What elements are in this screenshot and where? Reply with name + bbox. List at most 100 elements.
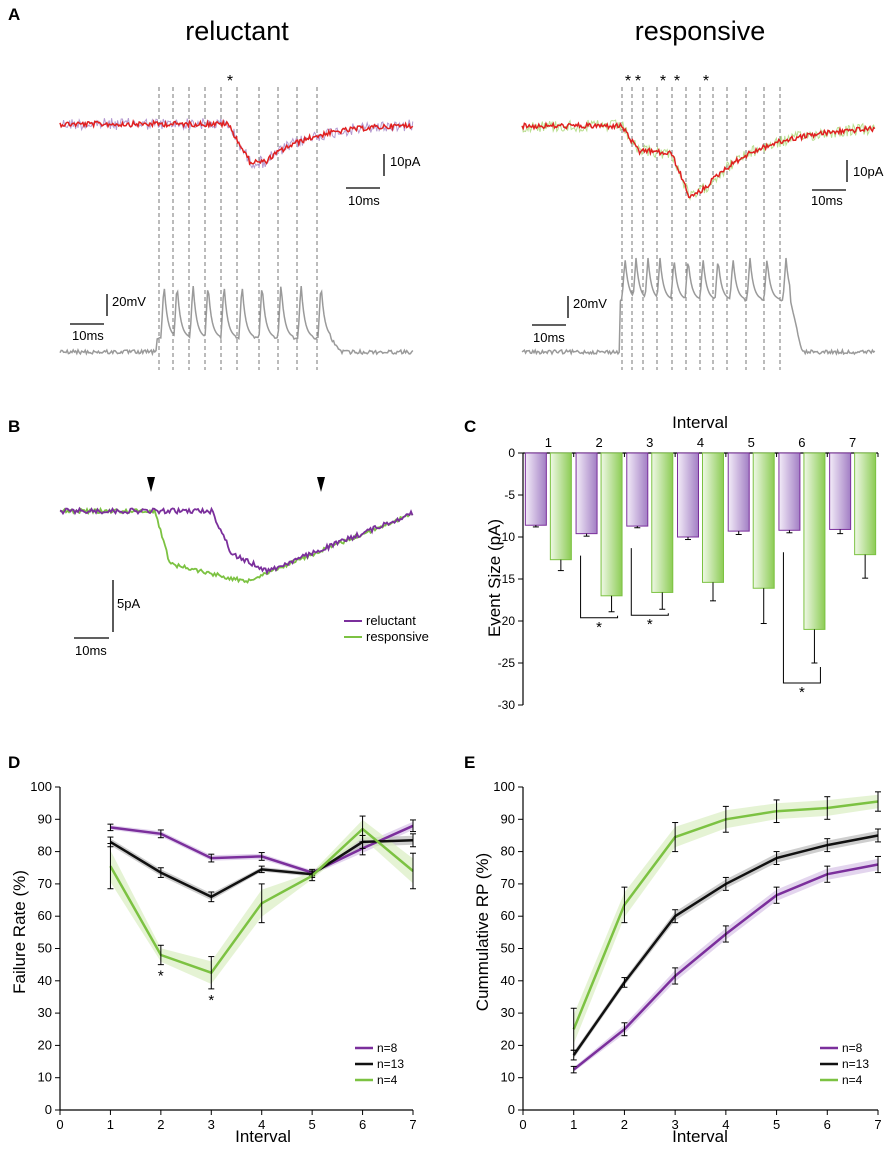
significance-star: * xyxy=(660,73,666,90)
panel-a-reluctant-voltage-trace xyxy=(59,286,414,357)
legend-label: n=4 xyxy=(842,1073,863,1087)
panel-c-bar-reluctant xyxy=(778,452,801,531)
panel-c-x-tick-label: 4 xyxy=(697,435,704,450)
x-tick-label: 0 xyxy=(56,1117,63,1132)
panel-d-line-chart: Interval Failure Rate (%) 01020304050607… xyxy=(10,779,417,1146)
sem-band xyxy=(573,830,878,1059)
panel-a-current-scale-label-right: 10pA xyxy=(853,164,884,179)
panel-b-stimulus-arrow xyxy=(147,477,155,492)
panel-e-line-chart: Interval Cummulative RP (%) 010203040506… xyxy=(473,779,882,1146)
significance-star: * xyxy=(674,73,680,90)
panel-c-bar-responsive xyxy=(752,452,775,589)
panel-letter-e: E xyxy=(464,753,475,772)
y-tick-label: 20 xyxy=(501,1037,515,1052)
panel-c-significance-bracket xyxy=(580,555,619,619)
panel-b-legend-reluctant: reluctant xyxy=(366,613,416,628)
panel-c-y-tick-label: -30 xyxy=(498,698,516,712)
panel-letter-d: D xyxy=(8,753,20,772)
significance-star: * xyxy=(158,968,164,985)
panel-a-responsive-raw-trace xyxy=(521,119,876,201)
panel-a-voltage-scale-label-left: 20mV xyxy=(112,294,146,309)
x-tick-label: 6 xyxy=(824,1117,831,1132)
x-tick-label: 7 xyxy=(874,1117,881,1132)
x-tick-label: 3 xyxy=(672,1117,679,1132)
y-tick-label: 20 xyxy=(38,1037,52,1052)
panel-b-responsive-trace xyxy=(59,506,414,584)
y-tick-label: 90 xyxy=(501,811,515,826)
panel-b-scale-label: 5pA xyxy=(117,596,140,611)
y-tick-label: 10 xyxy=(38,1070,52,1085)
y-tick-label: 10 xyxy=(501,1070,515,1085)
significance-star: * xyxy=(703,73,709,90)
x-tick-label: 1 xyxy=(570,1117,577,1132)
x-tick-label: 6 xyxy=(359,1117,366,1132)
panel-letter-a: A xyxy=(8,5,20,24)
x-tick-label: 4 xyxy=(258,1117,265,1132)
panel-c-y-axis-label: Event Size (pA) xyxy=(485,519,504,637)
x-tick-label: 4 xyxy=(722,1117,729,1132)
panel-a-reluctant-avg-trace xyxy=(59,118,414,166)
panel-c-bar-responsive xyxy=(803,452,826,630)
panel-c-bar-reluctant xyxy=(829,452,852,530)
y-tick-label: 100 xyxy=(30,779,52,794)
y-tick-label: 0 xyxy=(45,1102,52,1117)
panel-a-voltage-scale-label-right: 20mV xyxy=(573,296,607,311)
x-tick-label: 3 xyxy=(208,1117,215,1132)
y-tick-label: 40 xyxy=(501,973,515,988)
panel-c-y-tick-label: 0 xyxy=(508,446,515,460)
panel-a-responsive-voltage-trace xyxy=(521,257,876,356)
panel-c-y-tick-label: -5 xyxy=(504,488,515,502)
panel-c-bar-responsive xyxy=(549,452,572,561)
panel-d-x-axis-label: Interval xyxy=(235,1127,291,1146)
panel-c-bar-responsive xyxy=(651,452,674,593)
panel-e-y-axis-label: Cummulative RP (%) xyxy=(473,853,492,1011)
y-tick-label: 60 xyxy=(38,908,52,923)
significance-star: * xyxy=(625,73,631,90)
panel-a-current-time-label-right: 10ms xyxy=(811,193,843,208)
panel-c-y-tick-label: -10 xyxy=(498,530,516,544)
panel-letter-b: B xyxy=(8,417,20,436)
y-tick-label: 40 xyxy=(38,973,52,988)
significance-star: * xyxy=(799,684,805,701)
panel-c-bar-chart: Interval Event Size (pA) 0 -5 -10 -15 -20 -25… xyxy=(485,413,879,712)
legend-label: n=13 xyxy=(842,1057,869,1071)
significance-star: * xyxy=(227,73,233,90)
panel-a-current-time-label-left: 10ms xyxy=(348,193,380,208)
panel-c-bar-responsive xyxy=(854,452,877,556)
y-tick-label: 70 xyxy=(38,876,52,891)
panel-c-y-tick-label: -25 xyxy=(498,656,516,670)
panel-a-reluctant-title: reluctant xyxy=(185,16,289,46)
panel-b-reluctant-trace xyxy=(59,506,414,576)
panel-a-voltage-time-label-right: 10ms xyxy=(533,330,565,345)
panel-letter-c: C xyxy=(464,417,476,436)
panel-c-y-tick-label: -15 xyxy=(498,572,516,586)
panel-a-responsive-title: responsive xyxy=(635,16,766,46)
panel-b-time-label: 10ms xyxy=(75,643,107,658)
panel-b-legend-responsive: responsive xyxy=(366,629,429,644)
x-tick-label: 0 xyxy=(519,1117,526,1132)
y-tick-label: 30 xyxy=(38,1005,52,1020)
y-tick-label: 100 xyxy=(493,779,515,794)
series-line xyxy=(572,863,879,1071)
panel-a-current-scale-label-left: 10pA xyxy=(390,154,421,169)
significance-star: * xyxy=(208,992,214,1009)
x-tick-label: 7 xyxy=(409,1117,416,1132)
y-tick-label: 80 xyxy=(501,844,515,859)
panel-c-x-tick-label: 3 xyxy=(646,435,653,450)
series-line xyxy=(572,800,879,1030)
significance-star: * xyxy=(635,73,641,90)
y-tick-label: 50 xyxy=(38,941,52,956)
panel-c-bar-reluctant xyxy=(677,452,699,538)
panel-c-bar-reluctant xyxy=(626,452,649,527)
panel-c-x-axis-label: Interval xyxy=(672,413,728,432)
panel-c-significance-bracket xyxy=(630,548,669,616)
panel-c-bar-reluctant xyxy=(727,452,750,532)
panel-b-traces: 5pA 10ms reluctant responsive xyxy=(59,477,429,658)
panel-c-bar-reluctant xyxy=(575,452,598,535)
y-tick-label: 70 xyxy=(501,876,515,891)
panel-c-x-tick-label: 1 xyxy=(545,435,552,450)
legend-label: n=8 xyxy=(842,1041,863,1055)
y-tick-label: 30 xyxy=(501,1005,515,1020)
legend-label: n=4 xyxy=(377,1073,398,1087)
